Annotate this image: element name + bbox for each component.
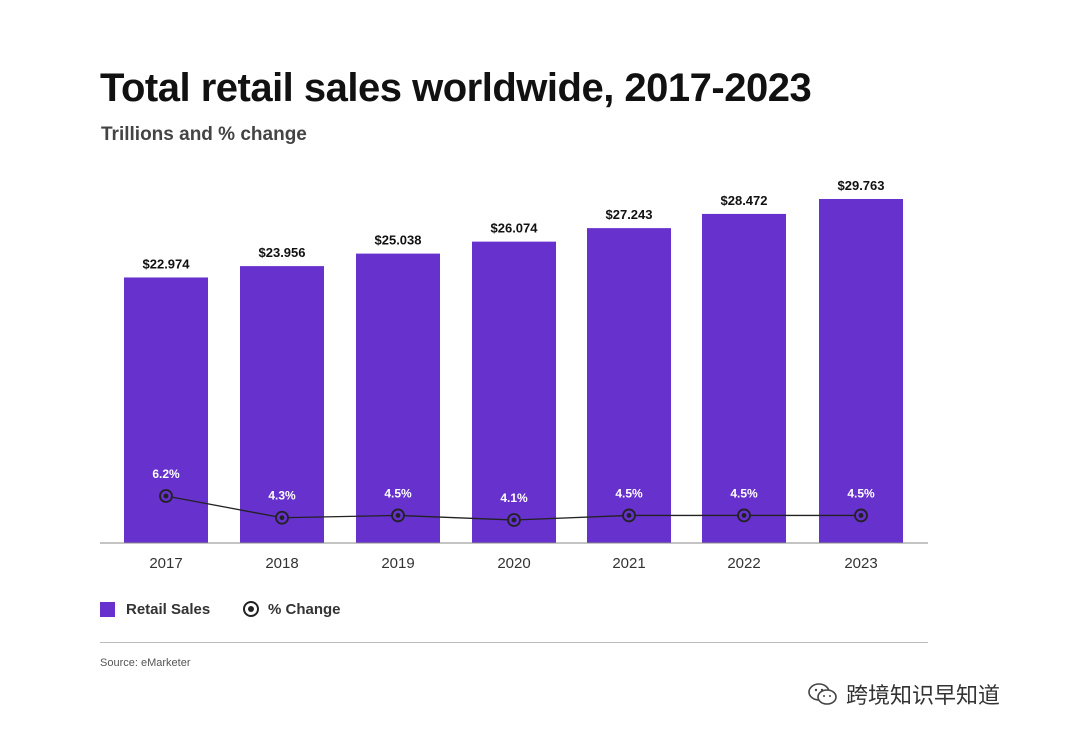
percent-change-marker-dot-2018 (279, 515, 285, 521)
chart-subtitle: Trillions and % change (101, 124, 307, 145)
percent-change-label-2021: 4.5% (615, 486, 643, 500)
source-note: Source: eMarketer (100, 657, 191, 669)
legend-line-marker (243, 601, 259, 617)
x-tick-label-2018: 2018 (265, 555, 298, 572)
percent-change-label-2022: 4.5% (730, 486, 758, 500)
bar-value-label-2020: $26.074 (491, 221, 539, 236)
legend-item-percent-change: % Change (243, 598, 341, 620)
bar-value-label-2017: $22.974 (143, 256, 191, 271)
x-tick-label-2020: 2020 (497, 555, 530, 572)
percent-change-marker-dot-2020 (511, 517, 517, 523)
percent-change-marker-dot-2019 (395, 513, 401, 518)
bar-2021 (587, 228, 671, 543)
legend-item-retail-sales: Retail Sales (100, 598, 210, 620)
bar-2022 (702, 213, 786, 544)
bar-value-label-2022: $28.472 (721, 193, 768, 208)
percent-change-marker-dot-2023 (858, 513, 864, 518)
footer-divider (100, 642, 928, 643)
bar-value-label-2019: $25.038 (375, 233, 422, 248)
percent-change-marker-dot-2021 (626, 513, 632, 518)
percent-change-label-2017: 6.2% (152, 467, 180, 481)
x-tick-label-2021: 2021 (612, 555, 645, 572)
bar-value-label-2023: $29.763 (838, 178, 885, 193)
legend-bar-label: Retail Sales (126, 600, 211, 618)
x-tick-label-2022: 2022 (727, 555, 760, 572)
bar-2023 (819, 199, 903, 543)
percent-change-label-2020: 4.1% (500, 491, 528, 505)
bar-value-label-2018: $23.956 (259, 245, 306, 260)
x-tick-label-2023: 2023 (844, 555, 877, 572)
bar-2017 (124, 277, 208, 543)
bar-2018 (240, 266, 324, 543)
watermark-text: 跨境知识早知道 (846, 683, 1001, 708)
bar-2020 (472, 241, 556, 543)
wechat-icon (808, 683, 837, 705)
chart-plot: $22.974 $23.956 $25.038 $26.074 $27.243 $28.4… (100, 178, 928, 572)
legend-line-label: % Change (268, 600, 341, 618)
percent-change-label-2019: 4.5% (384, 486, 412, 500)
legend-bar-swatch (100, 601, 115, 617)
percent-change-marker-dot-2017 (163, 493, 169, 499)
bar-value-label-2021: $27.243 (606, 207, 653, 222)
percent-change-label-2023: 4.5% (847, 486, 875, 500)
chart-title: Total retail sales worldwide, 2017-2023 (100, 66, 812, 110)
x-tick-label-2017: 2017 (149, 555, 182, 572)
x-tick-label-2019: 2019 (381, 555, 414, 572)
bar-2019 (356, 253, 440, 543)
percent-change-marker-dot-2022 (741, 513, 747, 518)
percent-change-label-2018: 4.3% (268, 489, 296, 503)
watermark: 跨境知识早知道 (808, 678, 1000, 710)
